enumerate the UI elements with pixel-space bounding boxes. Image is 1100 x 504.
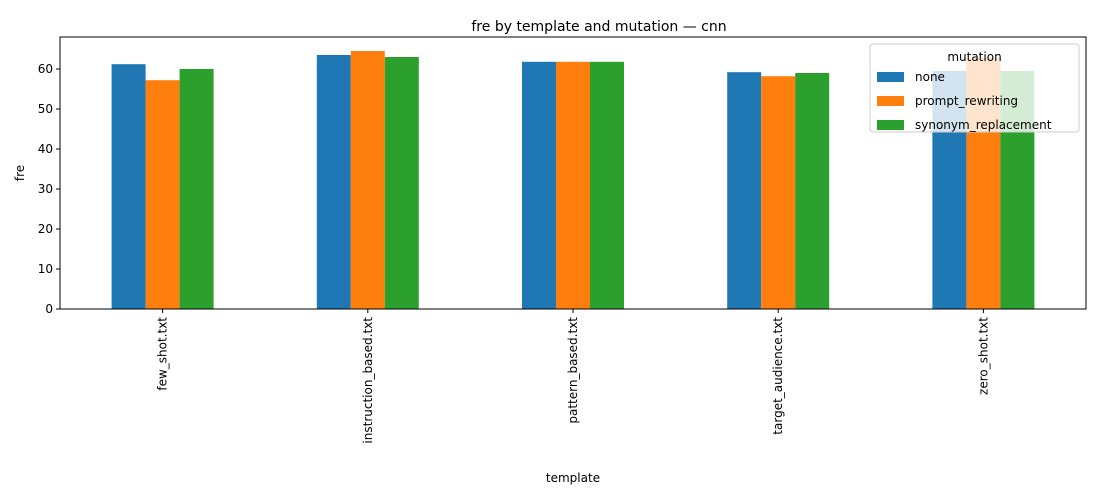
bar-none-pattern_based.txt [522,61,556,309]
x-tick-label: few_shot.txt [156,317,170,391]
legend-swatch-prompt_rewriting [877,96,904,106]
bar-prompt_rewriting-instruction_based.txt [350,51,385,309]
bar-synonym_replacement-pattern_based.txt [590,61,624,309]
y-tick-label: 40 [38,142,53,156]
y-axis-label: fre [13,165,27,181]
chart-title: fre by template and mutation — cnn [471,19,726,35]
bar-prompt_rewriting-few_shot.txt [145,80,180,309]
x-tick-label: pattern_based.txt [566,317,580,424]
y-axis: 0 10 20 30 40 50 60 [38,62,60,316]
legend-swatch-none [877,72,904,82]
bar-none-instruction_based.txt [316,55,351,309]
bar-synonym_replacement-instruction_based.txt [384,57,419,309]
bar-prompt_rewriting-pattern_based.txt [556,61,590,309]
bar-synonym_replacement-few_shot.txt [179,69,214,309]
y-tick-label: 50 [38,102,53,116]
y-tick-label: 10 [38,262,53,276]
x-axis: few_shot.txt instruction_based.txt pattern… [156,309,990,444]
legend-swatch-synonym_replacement [877,120,904,130]
legend-frame [869,43,1080,133]
bar-prompt_rewriting-target_audience.txt [761,76,796,309]
bar-none-few_shot.txt [111,64,146,309]
bar-none-target_audience.txt [727,72,762,309]
y-tick-label: 20 [38,222,53,236]
y-tick-label: 60 [38,62,53,76]
bars-layer [111,51,1035,309]
x-tick-label: zero_shot.txt [976,317,990,395]
y-tick-label: 0 [45,302,53,316]
legend-title: mutation [947,50,1001,64]
bar-synonym_replacement-target_audience.txt [795,73,830,309]
legend-label-prompt_rewriting: prompt_rewriting [915,94,1018,108]
legend-label-none: none [915,70,945,84]
x-tick-label: instruction_based.txt [361,317,375,444]
x-axis-label: template [546,471,600,485]
y-tick-label: 30 [38,182,53,196]
x-tick-label: target_audience.txt [771,317,785,435]
legend-label-synonym_replacement: synonym_replacement [915,118,1052,132]
